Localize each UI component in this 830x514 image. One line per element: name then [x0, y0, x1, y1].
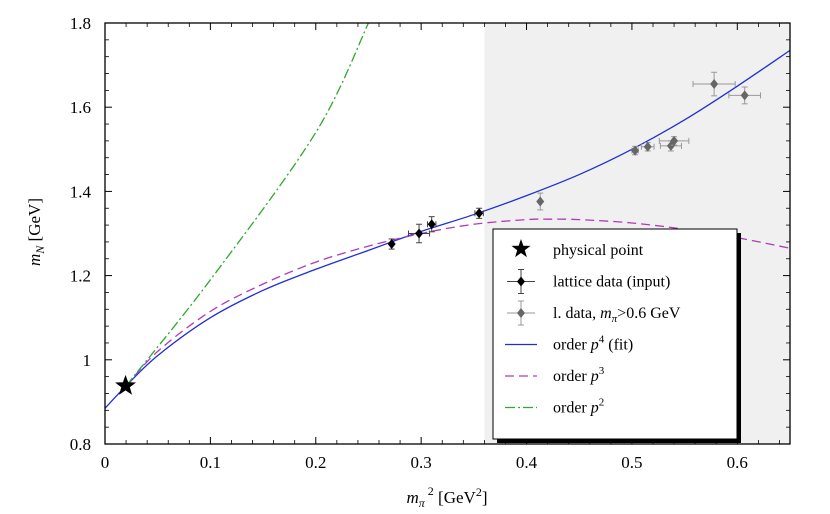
- legend-label: order p4 (fit): [553, 334, 633, 354]
- data-marker: [427, 219, 436, 230]
- y-tick-label: 1.8: [70, 14, 91, 33]
- data-marker: [475, 208, 484, 219]
- legend-entry: l. data, mπ>0.6 GeV: [507, 300, 681, 326]
- legend-star: [511, 239, 531, 258]
- data-point: [728, 86, 761, 105]
- legend-label: l. data, mπ>0.6 GeV: [553, 305, 681, 325]
- legend-label: physical point: [553, 242, 644, 259]
- x-tick-label: 0.4: [516, 453, 538, 472]
- plot-frame: [104, 22, 791, 445]
- legend-label: order p2: [553, 397, 604, 417]
- legend-diamond: [517, 308, 525, 318]
- x-tick-label: 0: [101, 453, 110, 472]
- data-point: [536, 192, 545, 211]
- legend-entry: order p3: [505, 365, 605, 385]
- physical-point-star: [115, 374, 137, 395]
- y-tick-label: 0.8: [70, 435, 91, 454]
- data-point: [631, 145, 640, 156]
- data-marker: [740, 90, 749, 101]
- y-tick-label: 1: [83, 351, 92, 370]
- y-tick-label: 1.6: [70, 98, 91, 117]
- legend-entry: order p4 (fit): [505, 334, 633, 354]
- x-tick-label: 0.2: [305, 453, 326, 472]
- data-marker: [415, 228, 424, 239]
- legend-diamond: [517, 276, 525, 287]
- data-points: [387, 71, 761, 250]
- physical-point: [115, 374, 137, 395]
- legend-entry: order p2: [505, 397, 604, 417]
- data-marker: [643, 141, 652, 152]
- data-point: [408, 223, 431, 244]
- y-tick-label: 1.4: [70, 182, 92, 201]
- data-marker: [387, 239, 396, 250]
- data-point: [692, 71, 736, 97]
- data-marker: [631, 145, 640, 156]
- data-point: [426, 216, 437, 233]
- data-point: [658, 135, 690, 146]
- data-marker: [710, 79, 719, 90]
- data-marker: [670, 135, 679, 146]
- legend-label: lattice data (input): [553, 274, 670, 291]
- x-tick-label: 0.6: [727, 453, 748, 472]
- data-point: [640, 141, 655, 152]
- x-axis-label: mπ 2 [GeV2]: [407, 484, 488, 510]
- data-point: [474, 207, 484, 219]
- y-tick-label: 1.2: [70, 267, 91, 286]
- legend-label: order p3: [553, 365, 605, 385]
- data-point: [387, 238, 396, 250]
- data-marker: [536, 196, 545, 207]
- series-curve-2: [125, 23, 370, 387]
- legend-entry: lattice data (input): [507, 269, 670, 294]
- series-curve-1: [125, 218, 790, 387]
- tick-labels: 0 0.1 0.2 0.3 0.4 0.5 0.6 0.8 1 1.2 1.4 1.6 1.8: [70, 14, 748, 472]
- y-axis-label: mN [GeV]: [25, 198, 47, 266]
- x-tick-label: 0.5: [621, 453, 642, 472]
- legend-box: [492, 228, 738, 440]
- legend-entry: physical point: [511, 239, 644, 259]
- x-tick-label: 0.1: [200, 453, 221, 472]
- legend: physical point lattice data (input) l. dat…: [492, 228, 741, 443]
- x-tick-label: 0.3: [411, 453, 432, 472]
